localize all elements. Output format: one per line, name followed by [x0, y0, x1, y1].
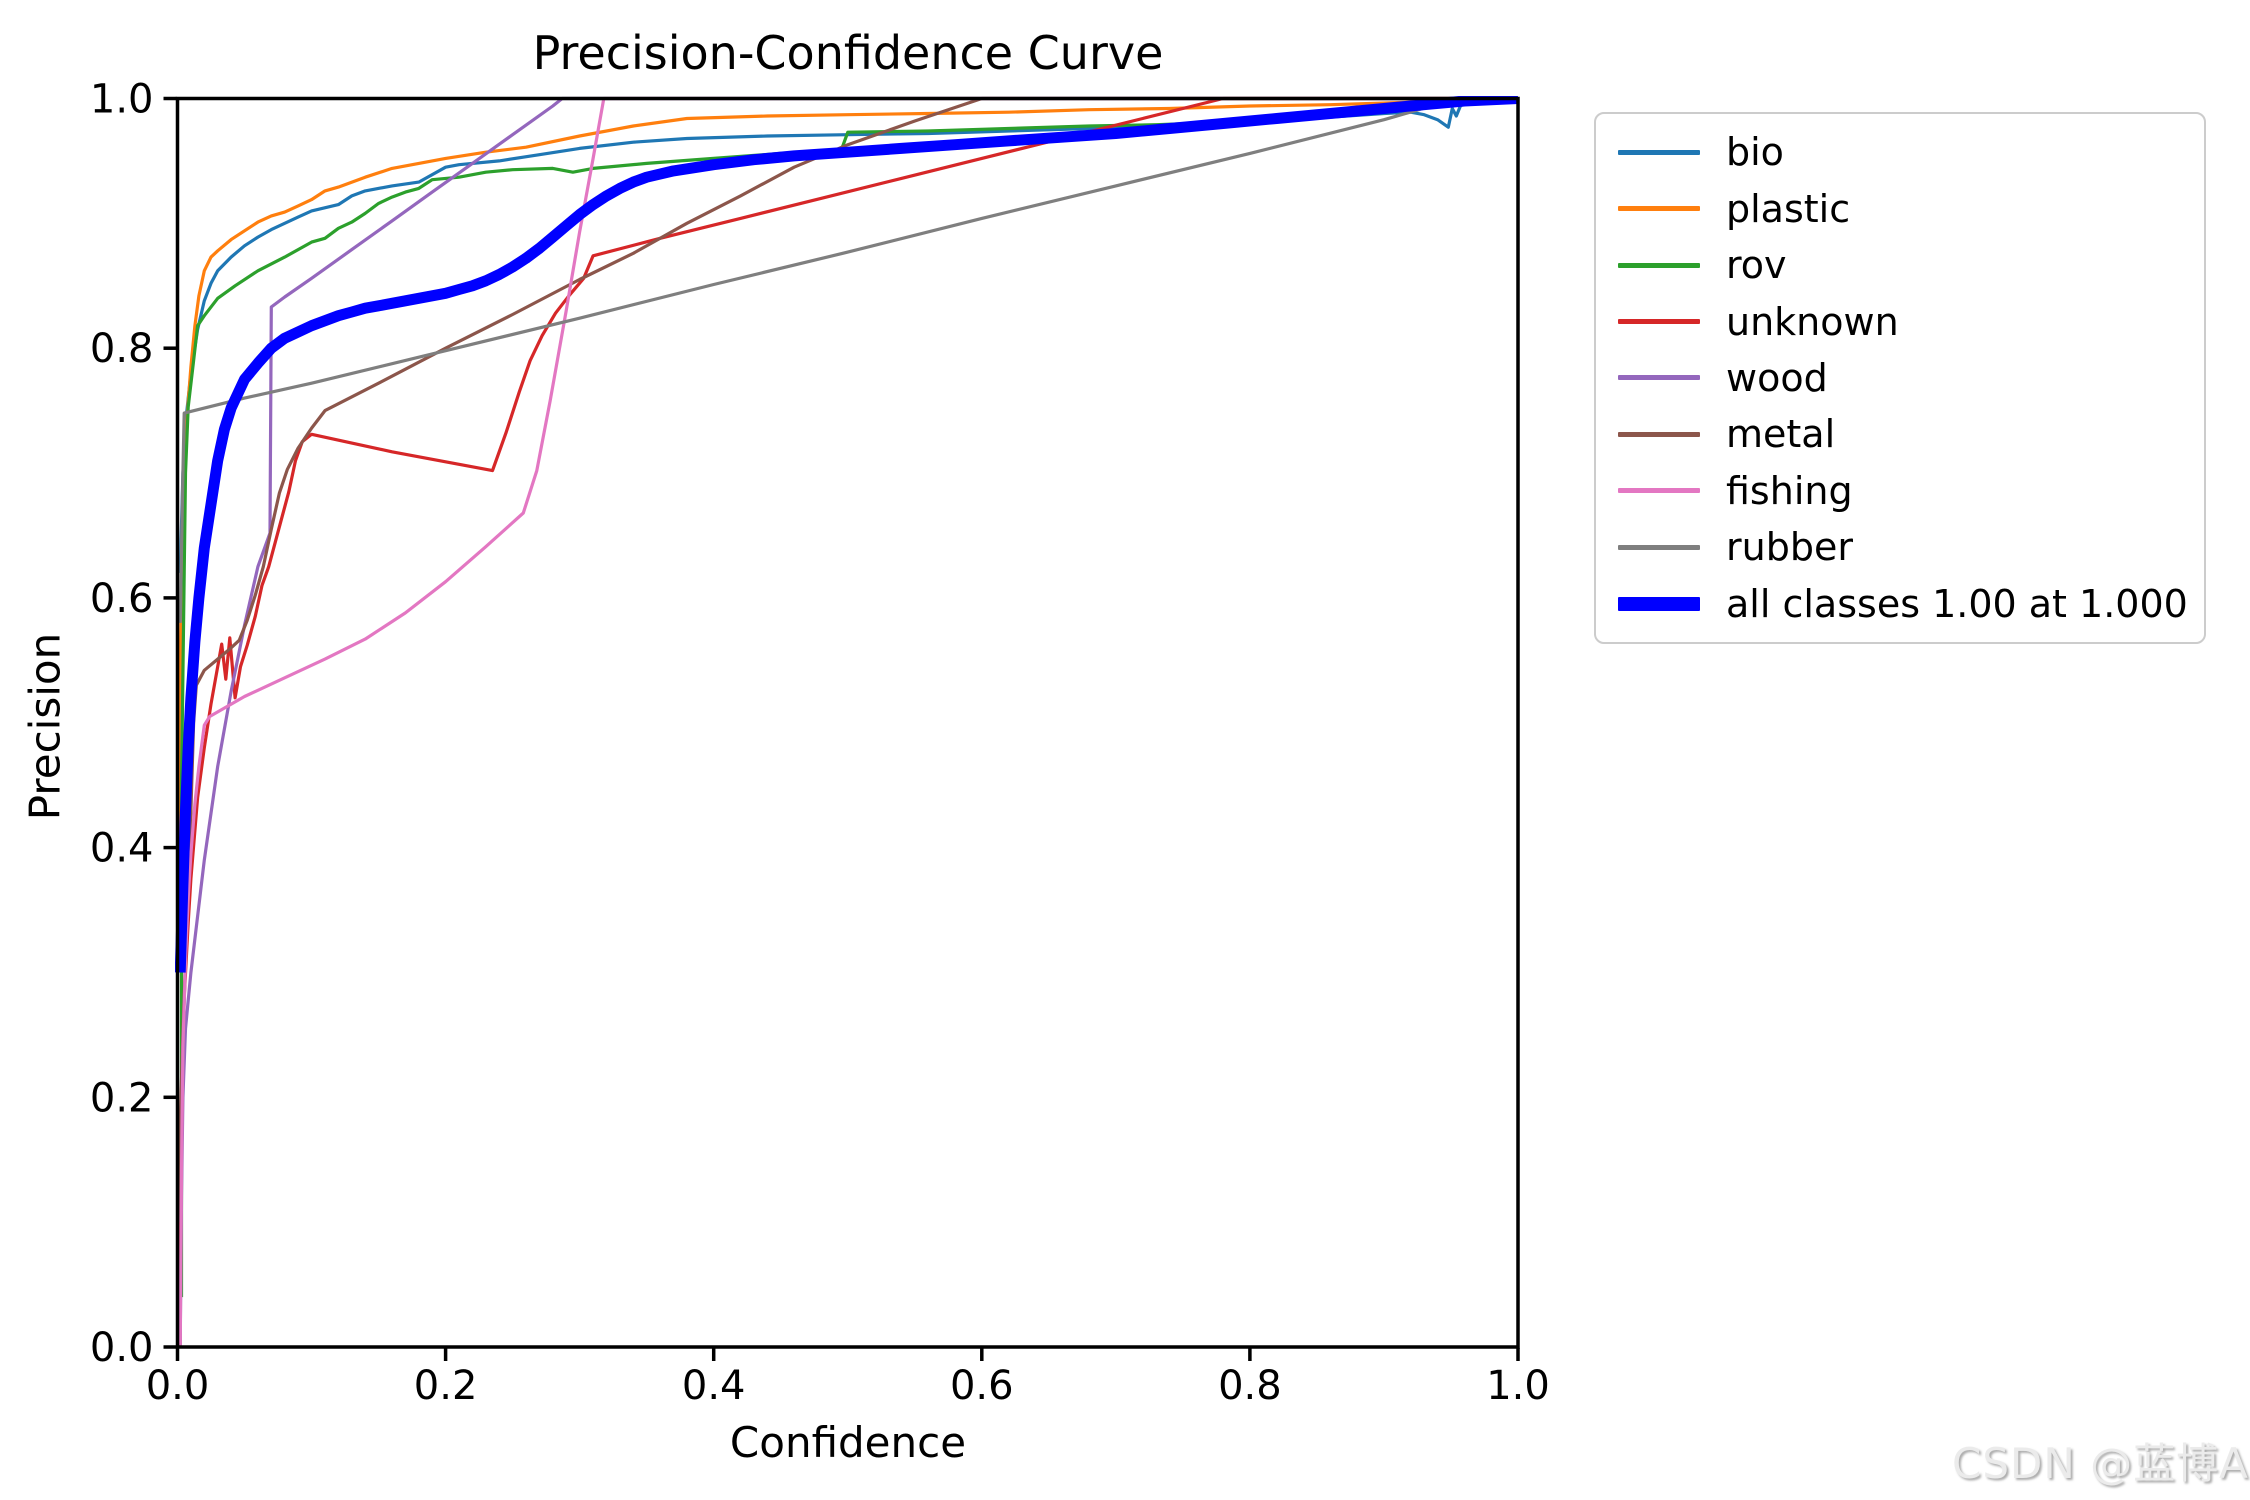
curve-bio	[178, 96, 1518, 573]
legend-item-all-classes: all classes 1.00 at 1.000	[1596, 576, 2204, 632]
watermark-text: CSDN @蓝博AI	[1952, 1439, 2250, 1488]
legend: bio plastic rov unknown wood metal fishi…	[1594, 112, 2206, 644]
legend-line-sample-plastic	[1618, 206, 1700, 212]
legend-label: plastic	[1726, 186, 1851, 231]
legend-item-bio: bio	[1596, 124, 2204, 180]
legend-line-sample-fishing	[1618, 488, 1700, 494]
curve-rubber	[178, 96, 1518, 623]
legend-line-sample-rov	[1618, 262, 1700, 268]
x-tick-label: 0.0	[146, 1363, 210, 1409]
legend-label: wood	[1726, 355, 1828, 400]
y-tick-label: 0.8	[90, 326, 154, 372]
legend-item-fishing: fishing	[1596, 463, 2204, 519]
x-tick-label: 0.4	[682, 1363, 746, 1409]
legend-line-sample-metal	[1618, 431, 1700, 437]
legend-label: fishing	[1726, 468, 1853, 513]
legend-label: bio	[1726, 130, 1784, 175]
legend-label: all classes 1.00 at 1.000	[1726, 581, 2188, 626]
legend-line-sample-all-classes	[1618, 596, 1700, 611]
legend-label: unknown	[1726, 299, 1899, 344]
plot-border	[175, 96, 1520, 1349]
legend-item-wood: wood	[1596, 350, 2204, 406]
x-tick-label: 0.2	[414, 1363, 478, 1409]
curve-rov	[179, 96, 1518, 1298]
legend-item-rubber: rubber	[1596, 519, 2204, 575]
x-axis-label: Confidence	[729, 1418, 967, 1467]
chart-title: Precision-Confidence Curve	[532, 26, 1164, 80]
y-tick-label: 0.4	[90, 826, 154, 872]
x-tick-label: 0.6	[950, 1363, 1014, 1409]
x-tick-label: 0.8	[1218, 1363, 1282, 1409]
curves-group	[175, 96, 1519, 1348]
y-axis-label: Precision	[20, 632, 70, 821]
curve-metal	[178, 96, 1518, 1223]
legend-item-rov: rov	[1596, 237, 2204, 293]
curve-plastic	[178, 96, 1519, 848]
y-tick-label: 0.6	[90, 576, 154, 622]
legend-line-sample-unknown	[1618, 319, 1700, 325]
curve-all	[175, 96, 1519, 973]
legend-label: metal	[1726, 412, 1836, 457]
x-tick-label: 1.0	[1486, 1363, 1550, 1409]
legend-line-sample-bio	[1618, 149, 1700, 155]
y-tick-label: 0.2	[90, 1075, 154, 1121]
legend-item-metal: metal	[1596, 406, 2204, 462]
y-tick-label: 1.0	[90, 77, 154, 123]
y-tick-label: 0.0	[90, 1325, 154, 1371]
curve-fishing	[178, 96, 1518, 1348]
curve-unknown	[178, 96, 1518, 1347]
legend-line-sample-wood	[1618, 375, 1700, 381]
curve-wood	[178, 96, 1518, 1348]
legend-item-plastic: plastic	[1596, 181, 2204, 237]
legend-label: rubber	[1726, 525, 1853, 570]
legend-label: rov	[1726, 243, 1787, 288]
legend-line-sample-rubber	[1618, 544, 1700, 550]
legend-item-unknown: unknown	[1596, 294, 2204, 350]
